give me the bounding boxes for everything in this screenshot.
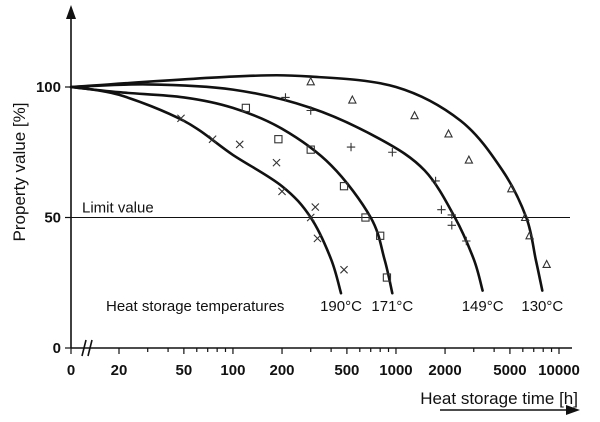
curve-190°C	[69, 85, 343, 295]
curves	[69, 73, 544, 295]
marker-x	[311, 203, 320, 212]
marker-triangle	[444, 128, 454, 138]
marker-triangle	[410, 110, 420, 120]
marker-triangle	[464, 154, 474, 164]
x-axis-title: Heat storage time [h]	[420, 389, 578, 408]
x-tick-label: 100	[220, 362, 245, 379]
marker-square	[274, 135, 283, 144]
ticks: 0 20 50 100 200 500 1000 2000 5000 10000 0 50 100	[36, 79, 580, 379]
x-tick-label: 20	[111, 362, 128, 379]
marker-plus	[431, 176, 440, 186]
marker-plus	[388, 148, 397, 157]
marker-x	[235, 140, 244, 149]
limit-line-group: Limit value	[71, 200, 570, 219]
marker-plus	[437, 205, 446, 214]
marker-triangle	[506, 183, 516, 193]
curve-171°C	[69, 85, 394, 295]
y-axis-arrow	[66, 5, 76, 19]
marker-square	[306, 145, 315, 154]
limit-label: Limit value	[82, 200, 154, 217]
marker-x	[340, 265, 348, 274]
marker-square	[361, 213, 370, 222]
series-label: 149°C	[462, 298, 504, 315]
marker-x	[208, 135, 217, 144]
marker-plus	[281, 93, 290, 102]
marker-x	[306, 213, 315, 222]
curve-149°C	[69, 83, 484, 292]
series-label: 130°C	[521, 298, 563, 315]
marker-triangle	[347, 94, 357, 104]
marker-x	[272, 158, 281, 167]
marker-x	[278, 187, 287, 196]
x-axis-arrow	[566, 405, 580, 415]
marker-square	[241, 103, 251, 113]
y-axis-title: Property value [%]	[10, 103, 29, 242]
x-tick-label: 200	[270, 362, 295, 379]
x-tick-label: 10000	[538, 362, 580, 379]
marker-plus	[447, 221, 456, 230]
x-tick-label: 5000	[493, 362, 526, 379]
y-tick-label: 100	[36, 79, 61, 96]
marker-triangle	[520, 212, 530, 222]
curve-130°C	[69, 73, 544, 292]
marker-plus	[306, 106, 315, 115]
x-tick-label: 500	[334, 362, 359, 379]
marker-x	[176, 114, 185, 123]
series-label: 190°C	[320, 298, 362, 315]
axes	[66, 5, 580, 415]
marker-square	[382, 273, 392, 282]
y-tick-label: 0	[53, 340, 61, 357]
marker-plus	[447, 210, 456, 220]
x-tick-label: 0	[67, 362, 75, 379]
x-tick-label: 2000	[428, 362, 461, 379]
marker-triangle	[542, 259, 552, 269]
x-tick-label: 1000	[379, 362, 412, 379]
marker-square	[376, 231, 385, 240]
marker-square	[339, 182, 349, 191]
y-tick-label: 50	[44, 210, 61, 227]
marker-triangle	[525, 230, 535, 240]
marker-triangle	[306, 76, 316, 86]
labels: Property value [%] Heat storage time [h]…	[10, 103, 578, 408]
marker-x	[313, 234, 322, 243]
marker-plus	[462, 236, 471, 246]
axis-break-mark	[81, 339, 93, 357]
x-tick-label: 50	[176, 362, 193, 379]
markers	[176, 76, 552, 282]
marker-plus	[346, 142, 356, 152]
legend-title: Heat storage temperatures	[106, 298, 284, 315]
series-label: 171°C	[371, 298, 413, 315]
